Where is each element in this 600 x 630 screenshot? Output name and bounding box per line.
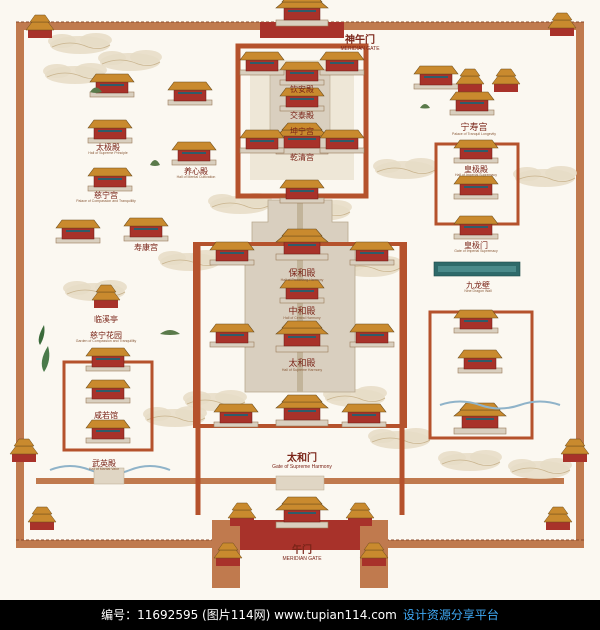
- map-artwork: [9, 0, 590, 588]
- label-baohe-hall: 保和殿 Hall of Preserving Harmony: [280, 269, 324, 283]
- label-taiji-hall: 太极殿 Hall of Supreme Principle: [88, 143, 128, 156]
- label-cn: 皇极殿: [463, 165, 488, 174]
- label-cn: 咸若馆: [94, 411, 118, 420]
- label-cn: 太和殿: [288, 359, 316, 369]
- label-wuying-hall: 武英殿 Hall of Martial Valor: [88, 459, 120, 472]
- label-jiaotai-hall: 交泰殿: [290, 111, 314, 120]
- label-en: Palace of Tranquil Longevity: [452, 132, 496, 137]
- label-cn: 慈宁宫: [93, 191, 118, 200]
- label-cn: 神午门: [344, 35, 375, 46]
- label-cn: 乾清宫: [290, 153, 314, 162]
- footer-text: 编号：11692595 (图片114网) www.tupian114.com: [101, 608, 397, 622]
- label-cn: 保和殿: [288, 269, 316, 279]
- label-en: Garden of Compassion and Tranquillity: [75, 339, 137, 344]
- label-nine-dragon-wall: 九龙壁 Nine Dragon Wall: [464, 281, 492, 294]
- label-cn: 太和门: [287, 453, 317, 464]
- label-cn: 皇极门: [463, 241, 488, 250]
- label-cn: 交泰殿: [290, 111, 314, 120]
- label-qinan-hall: 钦安殿: [290, 85, 314, 94]
- footer-link[interactable]: 设计资源分享平台: [402, 608, 499, 622]
- label-en: Hall of Supreme Principle: [88, 151, 128, 156]
- label-en: Nine Dragon Wall: [464, 289, 492, 294]
- label-en: Palace of Compassion and Tranquillity: [76, 199, 136, 204]
- label-zhonghe-hall: 中和殿 Hall of Central Harmony: [283, 307, 321, 321]
- label-qianqing-palace: 乾清宫: [290, 153, 314, 162]
- label-cn: 临溪亭: [94, 315, 118, 324]
- label-cn: 太极殿: [96, 143, 120, 152]
- label-shenwu-gate: 神午门 MERIDIAN GATE: [340, 35, 380, 52]
- label-cn: 钦安殿: [290, 85, 314, 94]
- label-cn: 养心殿: [184, 167, 208, 176]
- label-en: Hall of Mental Cultivation: [176, 175, 216, 180]
- label-yangxin-hall: 养心殿 Hall of Mental Cultivation: [176, 167, 216, 180]
- label-huangji-gate: 皇极门 Gate of Imperial Supremacy: [454, 241, 498, 254]
- label-cn: 武英殿: [92, 459, 116, 468]
- label-en: Gate of Imperial Supremacy: [454, 249, 498, 254]
- label-en: Gate of Supreme Harmony: [272, 463, 332, 470]
- label-linxi-pavilion: 临溪亭: [94, 315, 118, 324]
- label-wu-gate: 午门 MERIDIAN GATE: [282, 545, 322, 562]
- label-en: Hall of Supreme Harmony: [281, 368, 323, 373]
- label-kunning-palace: 坤宁宫: [290, 127, 314, 136]
- label-cn: 坤宁宫: [290, 127, 314, 136]
- label-cining-garden: 慈宁花园 Garden of Compassion and Tranquillit…: [75, 331, 137, 344]
- label-cn: 午门: [291, 545, 312, 556]
- label-en: Hall of Central Harmony: [283, 316, 321, 321]
- label-xianruo-hall: 咸若馆: [94, 411, 118, 420]
- watermark-bar: 编号：11692595 (图片114网) www.tupian114.com 设计…: [0, 600, 600, 630]
- label-cn: 慈宁花园: [89, 331, 122, 340]
- label-cn: 寿康宫: [134, 243, 158, 252]
- label-cn: 九龙壁: [466, 281, 490, 290]
- label-en: Hall of Preserving Harmony: [280, 278, 324, 283]
- label-cn: 宁寿宫: [460, 123, 488, 133]
- label-cining-palace: 慈宁宫 Palace of Compassion and Tranquillity: [76, 191, 136, 204]
- label-huangji-hall: 皇极殿 Hall of Imperial Supremacy: [454, 165, 498, 178]
- label-cn: 中和殿: [288, 307, 316, 317]
- label-taihe-hall: 太和殿 Hall of Supreme Harmony: [281, 359, 323, 373]
- label-taihe-gate: 太和门 Gate of Supreme Harmony: [272, 453, 332, 470]
- label-shoukang-palace: 寿康宫: [134, 243, 158, 252]
- label-en: MERIDIAN GATE: [340, 45, 380, 52]
- label-en: Hall of Imperial Supremacy: [454, 173, 498, 178]
- palace-map: 神午门 MERIDIAN GATE 钦安殿 交泰殿 坤宁宫 乾清宫 宁寿宫 Palace of…: [0, 0, 600, 600]
- label-en: Hall of Martial Valor: [88, 467, 120, 472]
- label-en: MERIDIAN GATE: [282, 555, 322, 562]
- label-ningshou-palace: 宁寿宫 Palace of Tranquil Longevity: [452, 123, 496, 137]
